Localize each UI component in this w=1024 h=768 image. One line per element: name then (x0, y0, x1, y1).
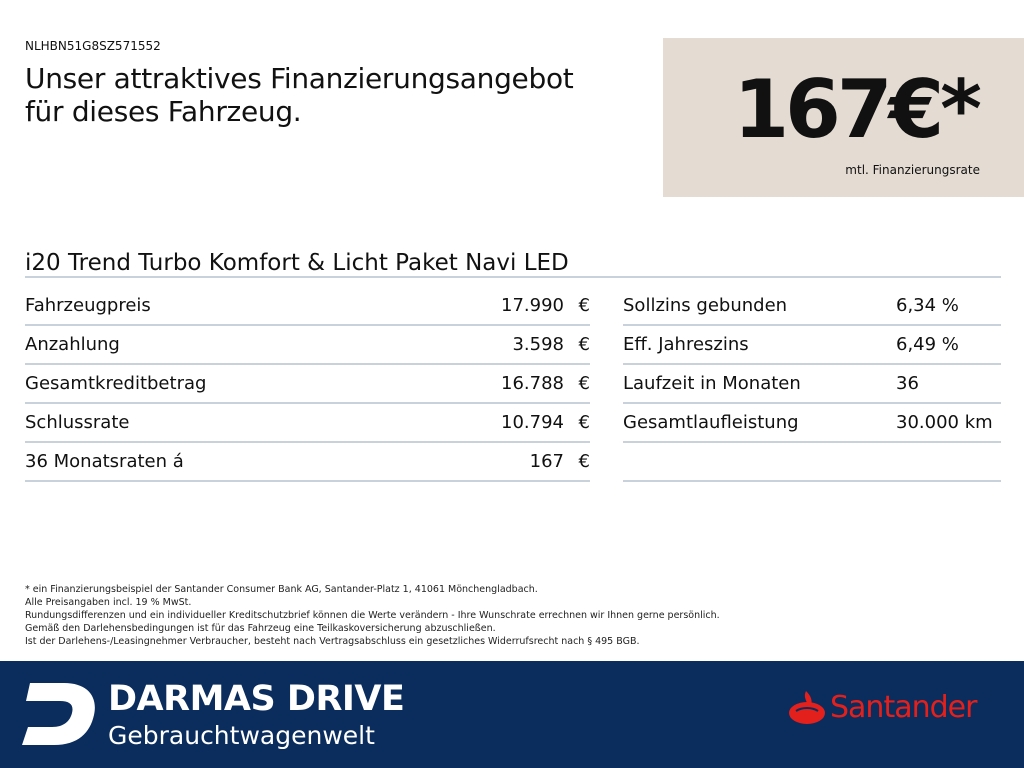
row-currency: € (578, 334, 590, 355)
row-value: 17.990 (501, 295, 564, 316)
row-currency: € (578, 451, 590, 472)
headline-line-1: Unser attraktives Finanzierungsangebot (25, 62, 574, 95)
vin: NLHBN51G8SZ571552 (25, 39, 161, 53)
table-row: Eff. Jahreszins 6,49 % (623, 326, 1001, 365)
row-value: 30.000 km (896, 412, 993, 433)
row-label: Laufzeit in Monaten (623, 373, 801, 394)
row-value: 6,34 % (896, 295, 959, 316)
row-label: Gesamtlaufleistung (623, 412, 799, 433)
disclaimer-line: * ein Finanzierungsbeispiel der Santande… (25, 584, 538, 595)
table-row-empty (623, 443, 1001, 482)
row-label: Gesamtkreditbetrag (25, 373, 207, 394)
row-label: Sollzins gebunden (623, 295, 788, 316)
table-row: Sollzins gebunden 6,34 % (623, 287, 1001, 326)
row-value: 6,49 % (896, 334, 959, 355)
table-row: Laufzeit in Monaten 36 (623, 365, 1001, 404)
row-value: 16.788 (501, 373, 564, 394)
monthly-rate-label: mtl. Finanzierungsrate (845, 163, 980, 177)
table-row: Fahrzeugpreis 17.990 € (25, 287, 590, 326)
footer-banner: DARMAS DRIVE Gebrauchtwagenwelt Santande… (0, 661, 1024, 768)
disclaimer-line: Rundungsdifferenzen und ein individuelle… (25, 610, 720, 621)
divider (25, 276, 1001, 278)
monthly-price: 167€* (733, 63, 982, 156)
santander-flame-icon (789, 691, 825, 724)
model-title: i20 Trend Turbo Komfort & Licht Paket Na… (25, 250, 569, 276)
row-label: 36 Monatsraten á (25, 451, 184, 472)
row-currency: € (578, 412, 590, 433)
disclaimer-line: Ist der Darlehens-/Leasingnehmer Verbrau… (25, 636, 640, 647)
dealer-subtitle: Gebrauchtwagenwelt (108, 721, 375, 750)
row-value: 10.794 (501, 412, 564, 433)
row-currency: € (578, 295, 590, 316)
disclaimer-line: Alle Preisangaben incl. 19 % MwSt. (25, 597, 192, 608)
row-label: Schlussrate (25, 412, 130, 433)
santander-logo: Santander (788, 689, 977, 725)
darmas-d-logo-icon (22, 683, 95, 745)
disclaimer: * ein Finanzierungsbeispiel der Santande… (25, 583, 720, 648)
row-label: Eff. Jahreszins (623, 334, 749, 355)
price-box: 167€* mtl. Finanzierungsrate (663, 38, 1024, 197)
row-value: 3.598 (512, 334, 564, 355)
table-row: 36 Monatsraten á 167 € (25, 443, 590, 482)
table-row: Gesamtkreditbetrag 16.788 € (25, 365, 590, 404)
disclaimer-line: Gemäß den Darlehensbedingungen ist für d… (25, 623, 496, 634)
row-label: Anzahlung (25, 334, 120, 355)
dealer-brand: DARMAS DRIVE (108, 679, 405, 719)
santander-wordmark: Santander (830, 689, 977, 725)
table-row: Schlussrate 10.794 € (25, 404, 590, 443)
row-value: 167 (529, 451, 564, 472)
row-currency: € (578, 373, 590, 394)
headline: Unser attraktives Finanzierungsangebot f… (25, 62, 574, 128)
row-value: 36 (896, 373, 919, 394)
table-row: Anzahlung 3.598 € (25, 326, 590, 365)
table-row: Gesamtlaufleistung 30.000 km (623, 404, 1001, 443)
headline-line-2: für dieses Fahrzeug. (25, 95, 302, 128)
row-label: Fahrzeugpreis (25, 295, 151, 316)
